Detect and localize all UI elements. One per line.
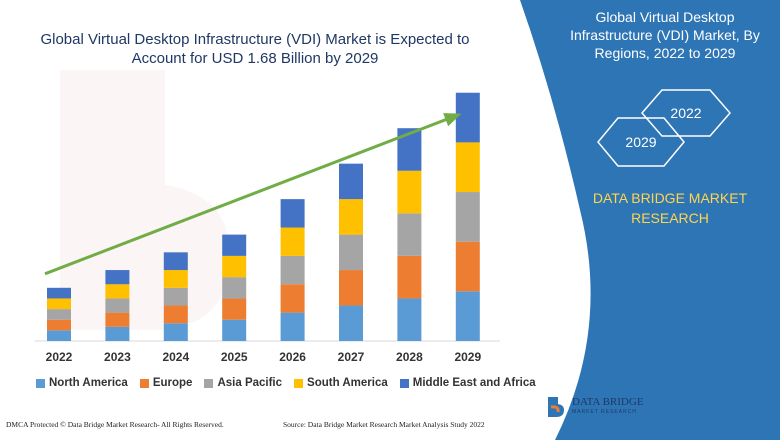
side-panel-title: Global Virtual Desktop Infrastructure (V… xyxy=(570,9,760,61)
brand-name: DATA BRIDGE MARKET RESEARCH xyxy=(592,190,748,226)
bar-segment-2027-north-america xyxy=(339,305,363,341)
legend-swatch xyxy=(204,378,214,388)
hexagon-year-end: 2029 xyxy=(625,134,656,150)
bar-segment-2023-europe xyxy=(105,312,130,327)
x-tick-label-2025: 2025 xyxy=(221,350,248,364)
x-tick-label-2028: 2028 xyxy=(396,350,423,364)
bar-segment-2022-south-america xyxy=(47,298,71,310)
hexagon-end xyxy=(597,117,685,167)
bar-segment-2028-europe xyxy=(397,255,422,299)
legend-swatch xyxy=(399,378,409,388)
bar-segment-2023-asia-pacific xyxy=(105,298,130,313)
hexagon-year-start: 2022 xyxy=(670,105,701,121)
x-tick-label-2026: 2026 xyxy=(279,350,306,364)
legend-label: Europe xyxy=(152,377,193,389)
bar-segment-2025-south-america xyxy=(222,255,247,278)
bar-segment-2029-south-america xyxy=(455,142,480,193)
legend-label: Middle East and Africa xyxy=(412,377,536,389)
copyright-notice: DMCA Protected © Data Bridge Market Rese… xyxy=(6,420,224,429)
trend-arrow-head xyxy=(443,113,462,127)
bar-segment-2025-asia-pacific xyxy=(222,277,247,299)
logo-subtitle: MARKET RESEARCH xyxy=(572,409,637,415)
chart-title: Global Virtual Desktop Infrastructure (V… xyxy=(40,31,470,67)
bar-segment-2022-north-america xyxy=(47,330,71,341)
bar-segment-2026-north-america xyxy=(280,312,305,341)
bar-segment-2025-europe xyxy=(222,298,247,320)
trend-arrow xyxy=(44,113,462,276)
bar-segment-2026-middle-east-and-africa xyxy=(280,199,305,228)
x-tick-label-2023: 2023 xyxy=(104,350,131,364)
bar-segment-2023-south-america xyxy=(105,284,130,299)
bar-segment-2025-north-america xyxy=(222,319,247,341)
bar-segment-2024-asia-pacific xyxy=(163,287,188,306)
hexagon-start xyxy=(641,89,731,137)
bar-segment-2028-asia-pacific xyxy=(397,213,422,256)
x-tick-label-2024: 2024 xyxy=(162,350,189,364)
bar-segment-2025-middle-east-and-africa xyxy=(222,234,247,256)
bar-segment-2029-north-america xyxy=(455,291,480,341)
bar-segment-2029-europe xyxy=(455,241,480,292)
x-tick-label-2027: 2027 xyxy=(338,350,365,364)
legend-item-south-america: South America xyxy=(294,377,388,389)
bar-segment-2026-europe xyxy=(280,284,305,313)
legend-label: Asia Pacific xyxy=(217,377,283,389)
legend-swatch xyxy=(294,378,304,388)
db-logo-icon xyxy=(548,397,564,417)
legend-item-europe: Europe xyxy=(139,377,193,389)
legend-item-middle-east-and-africa: Middle East and Africa xyxy=(399,377,536,389)
x-tick-label-2029: 2029 xyxy=(454,350,481,364)
bar-segment-2022-europe xyxy=(47,319,71,331)
bar-segment-2026-asia-pacific xyxy=(280,255,305,285)
legend-label: North America xyxy=(49,377,128,389)
legend-swatch xyxy=(139,378,149,388)
trend-arrow-line xyxy=(44,113,459,276)
bar-segment-2024-north-america xyxy=(163,323,188,341)
bar-segment-2024-south-america xyxy=(163,270,188,288)
company-logo: DATA BRIDGE MARKET RESEARCH xyxy=(545,394,665,420)
source-note: Source: Data Bridge Market Research Mark… xyxy=(283,420,485,429)
bar-segment-2027-europe xyxy=(339,270,363,306)
legend-item-asia-pacific: Asia Pacific xyxy=(204,377,282,389)
bar-segment-2027-asia-pacific xyxy=(339,234,363,271)
logo-name: DATA BRIDGE xyxy=(572,396,644,408)
x-tick-label-2022: 2022 xyxy=(46,350,73,364)
stacked-bar-chart: 2022 2023 2024 2025 2026 2027 2028 2029 xyxy=(35,92,500,364)
legend-label: South America xyxy=(307,377,388,389)
bar-segment-2029-middle-east-and-africa xyxy=(455,92,480,143)
bar-segment-2024-middle-east-and-africa xyxy=(163,252,188,271)
bars-group xyxy=(47,92,480,341)
legend-item-north-america: North America xyxy=(36,377,128,389)
bar-segment-2024-europe xyxy=(163,305,188,324)
bar-segment-2023-middle-east-and-africa xyxy=(105,270,130,285)
chart-legend: North America Europe Asia Pacific South Ame… xyxy=(36,376,536,390)
bar-segment-2026-south-america xyxy=(280,227,305,256)
bar-segment-2029-asia-pacific xyxy=(455,192,480,242)
bar-segment-2023-north-america xyxy=(105,326,130,341)
bar-segment-2027-south-america xyxy=(339,199,363,235)
legend-swatch xyxy=(36,378,45,388)
side-panel xyxy=(520,0,780,440)
bar-segment-2028-north-america xyxy=(397,298,422,341)
bar-segment-2022-asia-pacific xyxy=(47,309,71,320)
x-tick-labels: 2022 2023 2024 2025 2026 2027 2028 2029 xyxy=(46,350,482,364)
bar-segment-2027-middle-east-and-africa xyxy=(339,163,363,200)
bar-segment-2028-south-america xyxy=(397,170,422,214)
bar-segment-2022-middle-east-and-africa xyxy=(47,287,71,299)
